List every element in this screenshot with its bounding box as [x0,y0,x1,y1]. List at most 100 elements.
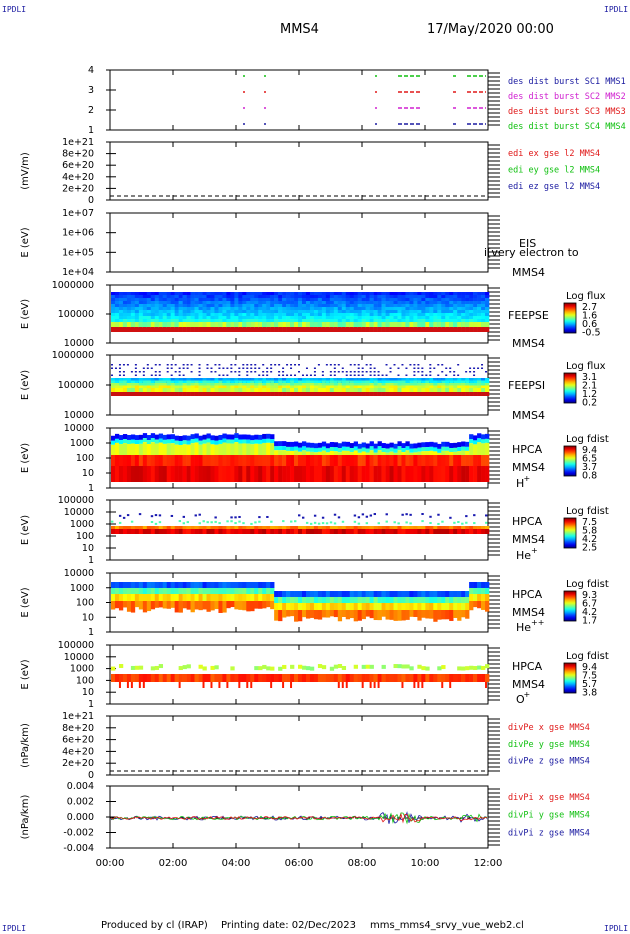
panel-hpca-o-instrument: HPCA [512,660,543,673]
panel-hpca-he2-colorbar-tick: 9.3 [582,590,597,601]
panel-divpi-ylabel: (nPa/km) [20,795,31,840]
header-spacecraft: MMS4 [280,22,319,37]
panel-feepse-ytick: 100000 [58,309,94,320]
panel-feepsi-ytick: 100000 [58,380,94,391]
panel-hpca-o-ytick: 10 [82,687,94,698]
panel-eis-spacecraft: MMS4 [512,266,545,279]
panel-hpca-he-colorbar-tick: 5.8 [582,526,597,537]
x-axis-tick-2: 04:00 [222,858,251,869]
panel-eis-frame [109,212,489,273]
panel-hpca-he2-colorbar [563,590,577,622]
panel-hpca-h-ylabel: E (eV) [20,443,31,473]
header-date: 17/May/2020 00:00 [427,22,554,37]
panel-divpi-legend-1: divPi y gse MMS4 [508,811,590,821]
panel-feepse-spacecraft: MMS4 [512,337,545,350]
panel-divpi-series-lines [110,811,488,825]
panel-divpi-ytick: -0.002 [63,828,94,839]
panel-hpca-he2-spacecraft: MMS4 [512,606,545,619]
panel-hpca-he-spacecraft: MMS4 [512,533,545,546]
panel-hpca-h-colorbar-tick: 9.4 [582,445,597,456]
panel-edi-frame [109,141,489,201]
panel-feepsi-colorbar-title: Log flux [566,361,606,372]
footer-file: mms_mms4_srvy_vue_web2.cl [370,920,524,931]
panel-burst-legend-1: des dist burst SC2 MMS2 [508,92,626,102]
panel-divpe-ylabel: (nPa/km) [20,723,31,768]
x-axis-tick-3: 06:00 [285,858,314,869]
panel-hpca-o-spacecraft: MMS4 [512,678,545,691]
panel-eis-ytick: 1e+06 [62,228,94,239]
panel-hpca-he2-ytick: 100 [76,598,94,609]
panel-feepsi-colorbar-tick: 2.1 [582,381,597,392]
panel-feepse-colorbar-tick: 0.6 [582,319,597,330]
panel-hpca-o-ytick: 100000 [58,640,94,651]
panel-hpca-he-colorbar-tick: 7.5 [582,517,597,528]
panel-hpca-he2-colorbar-tick: 6.7 [582,599,597,610]
panel-eis-ytick: 1e+04 [62,267,94,278]
panel-hpca-he-spectrogram [111,513,490,534]
panel-edi-ytick: 0 [88,195,94,206]
panel-burst-ytick: 1 [88,125,94,136]
panel-divpe-ytick: 4e+20 [62,746,94,757]
x-axis-tick-1: 02:00 [159,858,188,869]
panel-hpca-he-ylabel: E (eV) [20,515,31,545]
panel-feepse-colorbar [563,302,577,334]
panel-divpi-legend-0: divPi x gse MMS4 [508,793,590,803]
panel-edi-legend-1: edi ey gse l2 MMS4 [508,166,600,176]
panel-eis-overlay: i[very electron to [484,246,579,259]
panel-divpe-legend-1: divPe y gse MMS4 [508,740,590,750]
panel-hpca-he2-ytick: 10 [82,612,94,623]
panel-burst-legend-3: des dist burst SC4 MMS4 [508,122,626,132]
panel-divpe-legend-2: divPe z gse MMS4 [508,757,590,767]
panel-eis-ylabel: E (eV) [20,227,31,257]
panel-hpca-h-species-charge: + [524,474,531,483]
x-axis-tick-0: 00:00 [96,858,125,869]
panel-hpca-he-colorbar [563,517,577,549]
panel-hpca-he2-colorbar-tick: 1.7 [582,616,597,627]
panel-hpca-h-colorbar-tick: 6.5 [582,454,597,465]
panel-hpca-he-species: He [516,549,531,562]
panel-hpca-o-colorbar [563,662,577,694]
panel-hpca-h-instrument: HPCA [512,443,543,456]
panel-feepse-ylabel: E (eV) [20,299,31,329]
panel-hpca-he-colorbar-title: Log fdist [566,506,609,517]
panel-divpi-legend-2: divPi z gse MMS4 [508,828,590,838]
panel-feepse-ytick: 1000000 [52,280,94,291]
corner-label-top-left: IPDLI [2,5,27,14]
panel-hpca-h-spacecraft: MMS4 [512,461,545,474]
panel-hpca-o-ytick: 10000 [64,652,94,663]
panel-divpi-ytick: -0.004 [63,843,94,854]
panel-feepse-ytick: 10000 [64,338,94,349]
panel-hpca-he-ytick: 100000 [58,495,94,506]
x-axis-tick-5: 10:00 [411,858,440,869]
panel-feepse-spectrogram [111,292,490,332]
panel-burst-ytick: 2 [88,105,94,116]
panel-divpe-ytick: 1e+21 [62,711,94,722]
corner-label-top-right: IPDLI [604,5,629,14]
corner-label-bottom-left: IPDLI [2,924,27,933]
panel-hpca-h-ytick: 10 [82,468,94,479]
panel-hpca-o-colorbar-title: Log fdist [566,651,609,662]
panel-divpe-frame [109,715,489,776]
panel-hpca-o-species-charge: + [524,690,531,699]
panel-hpca-he2-species-charge: ++ [531,618,544,627]
panel-burst-ytick: 4 [88,65,94,76]
panel-hpca-he2-species: He [516,621,531,634]
panel-hpca-h-ytick: 10000 [64,423,94,434]
panel-hpca-h-ytick: 100 [76,453,94,464]
panel-edi-ytick: 8e+20 [62,149,94,160]
panel-hpca-he2-ytick: 1000 [70,583,94,594]
panel-hpca-he-ytick: 10 [82,543,94,554]
panel-hpca-o-colorbar-tick: 5.7 [582,679,597,690]
panel-divpe-ytick: 8e+20 [62,723,94,734]
panel-hpca-he2-ylabel: E (eV) [20,587,31,617]
x-axis-tick-6: 12:00 [474,858,503,869]
panel-hpca-o-colorbar-tick: 7.5 [582,671,597,682]
panel-feepse-colorbar-tick: 2.7 [582,302,597,313]
panel-hpca-he2-ytick: 1 [88,627,94,638]
panel-hpca-o-spectrogram [111,664,490,688]
panel-eis-instrument: EIS [519,237,536,250]
panel-hpca-o-ylabel: E (eV) [20,659,31,689]
panel-burst-legend-0: des dist burst SC1 MMS1 [508,77,626,87]
panel-edi-ytick: 4e+20 [62,172,94,183]
